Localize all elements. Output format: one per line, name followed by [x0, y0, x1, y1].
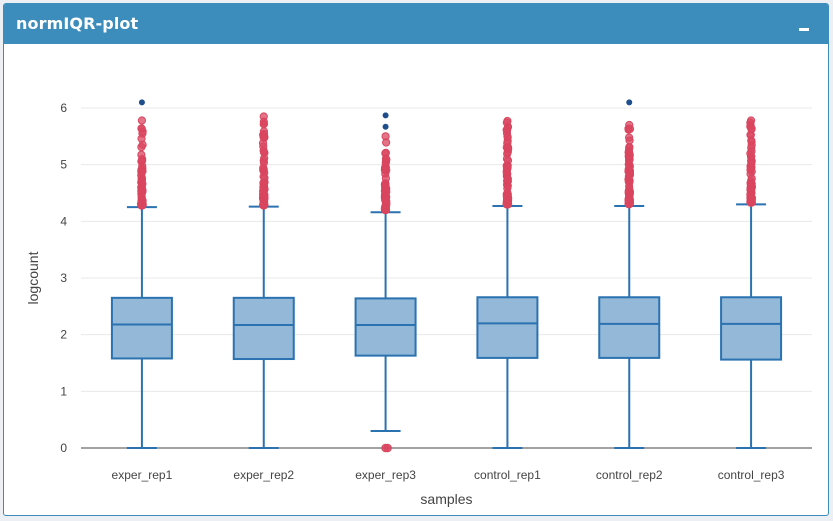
outlier-point	[381, 194, 390, 203]
outlier-point	[260, 173, 269, 182]
outlier-point	[625, 163, 634, 172]
iqr-box	[354, 297, 417, 357]
outlier-point	[138, 201, 147, 210]
panel-header: normIQR-plot	[4, 4, 828, 44]
outlier-point	[503, 176, 512, 186]
outlier-point	[502, 125, 511, 135]
outlier-point	[137, 150, 146, 159]
outlier-point	[503, 116, 512, 126]
box-plot-chart: 0 1 2 3 4 5 6 logcount samples exper_rep1 exper_re…	[25, 99, 812, 507]
extreme-outlier-point	[382, 112, 389, 119]
x-tick-label: control_rep1	[474, 468, 541, 482]
y-axis-title: logcount	[25, 251, 41, 304]
outlier-point	[259, 200, 269, 209]
outlier-point	[137, 116, 147, 125]
outlier-point	[137, 184, 146, 193]
outlier-point	[746, 165, 755, 174]
outlier-point	[381, 180, 390, 189]
extreme-outlier-point	[382, 123, 389, 130]
outlier-point	[746, 116, 756, 125]
minus-icon	[799, 28, 809, 31]
y-tick-label: 3	[60, 271, 67, 285]
outlier-point	[503, 199, 512, 209]
y-tick-label: 4	[60, 214, 67, 228]
outlier-point	[747, 174, 756, 183]
outlier-point	[502, 169, 511, 179]
y-tick-label: 0	[60, 441, 67, 455]
outlier-point	[381, 205, 391, 215]
outlier-point	[137, 134, 146, 143]
x-tick-label: exper_rep3	[355, 468, 416, 482]
iqr-box	[720, 296, 783, 361]
outlier-point	[624, 172, 633, 181]
extreme-outlier-point	[138, 99, 145, 106]
outlier-point	[381, 132, 390, 141]
outlier-point	[625, 199, 634, 208]
outlier-point	[625, 148, 634, 157]
outlier-point	[503, 143, 513, 152]
iqr-box	[232, 296, 295, 361]
outlier-point	[625, 133, 634, 142]
outlier-point	[381, 148, 390, 157]
y-tick-label: 5	[60, 158, 67, 172]
outlier-point	[747, 183, 756, 192]
iqr-box	[476, 296, 539, 359]
y-tick-label: 2	[60, 328, 67, 342]
extreme-outlier-point	[626, 99, 633, 106]
iqr-box	[598, 296, 661, 359]
outlier-point	[259, 163, 268, 172]
plot-panel: normIQR-plot 0 1 2 3 4 5 6 logcount samples exper…	[3, 3, 829, 516]
x-tick-label: control_rep3	[718, 468, 785, 482]
outlier-point	[380, 164, 390, 174]
y-tick-label: 1	[60, 384, 67, 398]
outlier-point	[259, 156, 268, 165]
outlier-point	[625, 120, 634, 130]
x-axis-title: samples	[420, 491, 472, 507]
outlier-point	[503, 132, 512, 141]
outlier-point	[259, 127, 269, 136]
outlier-point	[747, 152, 756, 161]
outlier-point	[503, 188, 512, 198]
outlier-point	[259, 119, 269, 128]
outlier-point	[259, 112, 268, 121]
x-tick-label: control_rep2	[596, 468, 663, 482]
x-tick-label: exper_rep1	[112, 468, 173, 482]
outlier-point	[624, 186, 633, 196]
collapse-button[interactable]	[794, 12, 816, 34]
panel-title: normIQR-plot	[16, 14, 139, 33]
outlier-point	[137, 142, 146, 152]
y-tick-label: 6	[60, 101, 67, 115]
x-tick-label: exper_rep2	[233, 468, 294, 482]
iqr-box	[110, 296, 173, 360]
outlier-point	[383, 443, 392, 453]
outlier-point	[259, 193, 268, 202]
plot-area: 0 1 2 3 4 5 6 logcount samples exper_rep1 exper_re…	[4, 44, 828, 514]
outlier-point	[502, 154, 512, 163]
outlier-point	[137, 171, 146, 180]
outlier-point	[747, 195, 756, 204]
outlier-point	[259, 148, 269, 157]
